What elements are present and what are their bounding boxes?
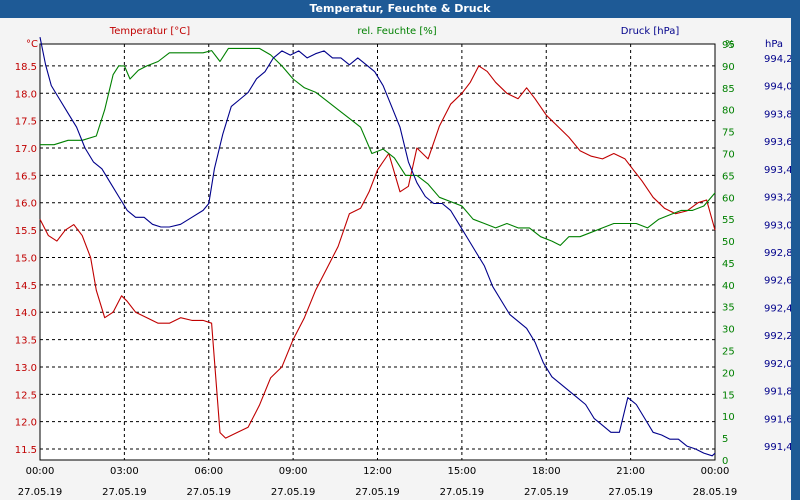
humidity-tick-label: 5: [722, 434, 728, 445]
temp-tick-label: 18.5: [15, 62, 37, 73]
x-tick-time: 03:00: [110, 466, 139, 477]
temperature-series-line: [39, 65, 716, 439]
pressure-tick-label: 993,60: [764, 137, 799, 148]
humidity-tick-label: 70: [722, 149, 735, 160]
humidity-tick-label: 60: [722, 193, 735, 204]
temp-tick-label: 11.5: [15, 445, 37, 456]
pressure-tick-label: 994,20: [764, 54, 799, 65]
gridlines: [40, 44, 715, 460]
pressure-tick-label: 991,80: [764, 387, 799, 398]
pressure-tick-label: 993,80: [764, 109, 799, 120]
humidity-tick-label: 40: [722, 281, 735, 292]
temp-tick-label: 16.5: [15, 171, 37, 182]
pressure-series-line: [39, 36, 716, 457]
pressure-tick-label: 994,00: [764, 82, 799, 93]
x-tick-time: 09:00: [279, 466, 308, 477]
humidity-tick-label: 50: [722, 237, 735, 248]
title-bar: [0, 0, 800, 18]
humidity-tick-label: 85: [722, 84, 735, 95]
humidity-tick-label: 90: [722, 62, 735, 73]
pressure-axis-label: Druck [hPa]: [621, 26, 680, 37]
temp-tick-label: 13.5: [15, 336, 37, 347]
humidity-tick-label: 35: [722, 303, 735, 314]
x-tick-time: 21:00: [616, 466, 645, 477]
x-tick-date: 27.05.19: [608, 487, 653, 498]
pressure-unit: hPa: [765, 39, 783, 50]
temp-unit: °C: [26, 39, 38, 50]
series-layer: [39, 36, 716, 457]
chart-title: Temperatur, Feuchte & Druck: [309, 2, 491, 15]
chart: 00:00 27.05.19 03:00 27.05.19 06:00 27.05.19 0…: [15, 26, 799, 498]
right-frame-bar: [791, 18, 800, 500]
temp-tick-label: 17.5: [15, 117, 37, 128]
humidity-tick-label: 80: [722, 106, 735, 117]
x-tick-time: 00:00: [26, 466, 55, 477]
x-tick-date: 27.05.19: [18, 487, 63, 498]
humidity-tick-label: 10: [722, 412, 735, 423]
pressure-tick-label: 992,80: [764, 248, 799, 259]
pressure-tick-label: 993,20: [764, 193, 799, 204]
x-tick-date: 27.05.19: [355, 487, 400, 498]
humidity-tick-label: 95: [722, 40, 735, 51]
humidity-tick-label: 65: [722, 171, 735, 182]
humidity-tick-label: 25: [722, 347, 735, 358]
humidity-axis-label: rel. Feuchte [%]: [357, 26, 436, 37]
humidity-tick-label: 45: [722, 259, 735, 270]
x-tick-time: 06:00: [194, 466, 223, 477]
pressure-tick-label: 991,40: [764, 442, 799, 453]
pressure-tick-label: 993,00: [764, 220, 799, 231]
pressure-tick-label: 992,00: [764, 359, 799, 370]
temp-tick-label: 13.0: [15, 363, 37, 374]
humidity-tick-label: 30: [722, 325, 735, 336]
x-tick-time: 18:00: [532, 466, 561, 477]
temp-tick-label: 12.0: [15, 418, 37, 429]
temp-tick-label: 18.0: [15, 89, 37, 100]
humidity-tick-label: 55: [722, 215, 735, 226]
tick-labels: 00:00 27.05.19 03:00 27.05.19 06:00 27.05.19 0…: [15, 40, 799, 498]
temp-tick-label: 16.0: [15, 199, 37, 210]
temp-axis-label: Temperatur [°C]: [109, 26, 190, 37]
x-tick-date: 28.05.19: [693, 487, 738, 498]
x-tick-date: 27.05.19: [186, 487, 231, 498]
humidity-tick-label: 75: [722, 128, 735, 139]
temp-tick-label: 12.5: [15, 390, 37, 401]
temp-tick-label: 15.5: [15, 226, 37, 237]
humidity-unit: %: [725, 39, 735, 50]
x-tick-time: 15:00: [447, 466, 476, 477]
pressure-tick-label: 992,40: [764, 303, 799, 314]
x-tick-time: 12:00: [363, 466, 392, 477]
temp-tick-label: 15.0: [15, 253, 37, 264]
x-tick-date: 27.05.19: [524, 487, 569, 498]
humidity-tick-label: 15: [722, 390, 735, 401]
temp-tick-label: 14.0: [15, 308, 37, 319]
pressure-tick-label: 993,40: [764, 165, 799, 176]
plot-area: [39, 43, 716, 461]
pressure-tick-label: 992,60: [764, 276, 799, 287]
pressure-tick-label: 992,20: [764, 331, 799, 342]
temp-tick-label: 17.0: [15, 144, 37, 155]
humidity-series-line: [40, 47, 716, 246]
humidity-tick-label: 20: [722, 368, 735, 379]
x-tick-date: 27.05.19: [102, 487, 147, 498]
pressure-tick-label: 991,60: [764, 414, 799, 425]
x-tick-date: 27.05.19: [440, 487, 485, 498]
x-tick-time: 00:00: [701, 466, 730, 477]
temp-tick-label: 14.5: [15, 281, 37, 292]
x-tick-date: 27.05.19: [271, 487, 316, 498]
humidity-tick-label: 0: [722, 456, 728, 467]
